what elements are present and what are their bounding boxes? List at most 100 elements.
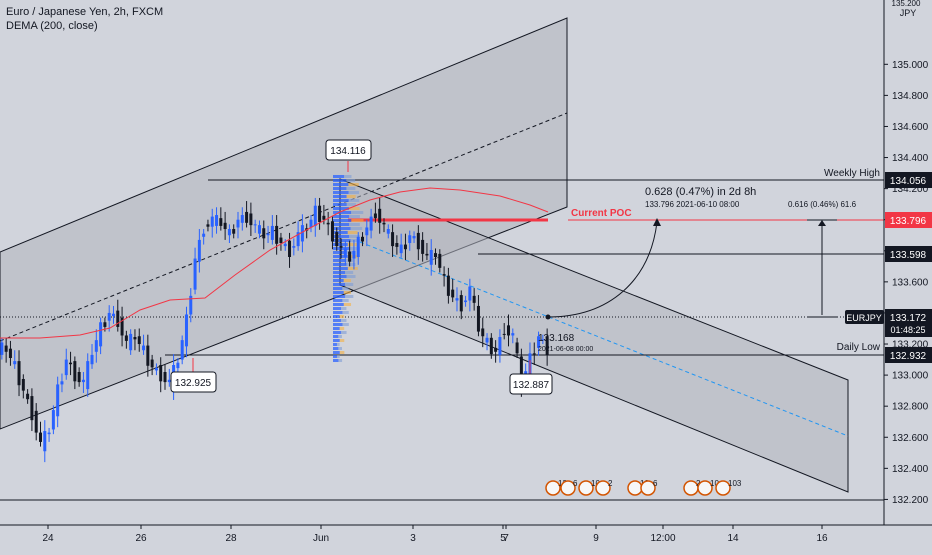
price-tick-label: 133.000: [892, 371, 929, 382]
candle-body: [189, 295, 193, 315]
candle-body: [26, 393, 30, 400]
high-callout-box: [325, 139, 372, 161]
price-tick-label: 134.400: [892, 153, 929, 164]
volume-profile-bar-part: [349, 247, 360, 250]
price-tick-label: 134.800: [892, 91, 929, 102]
candle-body: [283, 243, 287, 247]
poc-axis-label-bg: [885, 212, 932, 228]
volume-profile-bar: [333, 283, 346, 286]
candle-body: [515, 342, 519, 354]
candle-body: [438, 253, 442, 268]
price-axis-top-partial: 135.200: [892, 0, 921, 8]
candle-body: [300, 225, 304, 242]
volume-profile-bar: [333, 335, 339, 338]
time-axis[interactable]: [0, 525, 932, 550]
candle-body: [30, 396, 34, 421]
volume-profile-bar: [333, 299, 343, 302]
candle-body: [476, 305, 480, 332]
event-icon[interactable]: [640, 480, 656, 496]
time-tick-label: Jun: [313, 533, 329, 544]
time-tick-label: 14: [727, 533, 739, 544]
time-tick-label: 26: [135, 533, 147, 544]
candle-body: [154, 368, 158, 371]
volume-profile-bar-part: [341, 319, 347, 322]
volume-profile-bar: [333, 291, 344, 294]
volume-profile-bar-part: [346, 203, 356, 206]
projection-arrow: [547, 221, 658, 318]
candle-body: [43, 431, 47, 452]
weekly-high-label: Weekly High: [824, 168, 880, 179]
event-icon[interactable]: [545, 480, 561, 496]
indicator-title: DEMA (200, close): [6, 20, 98, 32]
candle-body: [240, 215, 244, 223]
candle-body: [262, 228, 266, 239]
volume-profile-bar-part: [351, 219, 364, 222]
volume-profile-bar: [333, 267, 348, 270]
event-icon[interactable]: [560, 480, 576, 496]
event-icon[interactable]: [595, 480, 611, 496]
price-axis-currency: JPY: [900, 8, 917, 18]
candle-body: [318, 205, 322, 223]
candle-body: [275, 225, 279, 244]
volume-profile-bar-part: [347, 231, 358, 234]
volume-profile-bar: [333, 303, 344, 306]
candle-body: [103, 322, 107, 327]
event-count: 2: [696, 479, 701, 488]
candle-body: [386, 229, 390, 234]
candle-body: [197, 239, 201, 262]
candle-body: [455, 298, 459, 301]
candle-body: [545, 336, 549, 355]
volume-profile-bar: [333, 231, 348, 234]
candle-body: [313, 205, 317, 226]
candle-body: [326, 222, 330, 225]
volume-profile-bar: [333, 311, 343, 314]
volume-profile-bar: [333, 215, 350, 218]
volume-profile-bar: [333, 275, 347, 278]
volume-profile-bar: [333, 191, 349, 194]
volume-profile-bar: [333, 323, 343, 326]
volume-profile-bar: [333, 343, 337, 346]
candle-body: [429, 250, 433, 265]
volume-profile: [333, 175, 364, 362]
event-icon[interactable]: [697, 480, 713, 496]
volume-profile-bar-part: [348, 191, 360, 194]
event-count: 10: [591, 479, 600, 488]
event-icon[interactable]: [715, 480, 731, 496]
candle-body: [107, 312, 111, 321]
volume-profile-bar: [333, 175, 345, 178]
volume-profile-bar: [333, 331, 342, 334]
volume-profile-bar-part: [339, 327, 345, 330]
volume-profile-bar: [333, 235, 350, 238]
price-axis[interactable]: [884, 0, 932, 525]
candle-body: [361, 236, 365, 242]
volume-profile-bar: [333, 179, 347, 182]
candle-body: [511, 333, 515, 336]
candle-body: [94, 340, 98, 352]
candle-body: [416, 232, 420, 250]
candle-body: [339, 246, 343, 248]
ascending-channel[interactable]: [0, 17, 568, 430]
candle-body: [219, 218, 223, 226]
candle-body: [537, 336, 541, 348]
volume-profile-bar: [333, 351, 340, 354]
volume-profile-bar: [333, 263, 347, 266]
measure-headline: 0.628 (0.47%) in 2d 8h: [645, 186, 756, 198]
dema-line: [0, 187, 549, 339]
candle-body: [159, 364, 163, 382]
time-tick-label: 5: [500, 533, 506, 544]
countdown-label: 01:48:25: [890, 325, 925, 335]
event-icon[interactable]: [578, 480, 594, 496]
price-tick-label: 133.200: [892, 340, 929, 351]
candle-body: [532, 353, 536, 355]
economic-events[interactable]: 136102106210103: [545, 479, 742, 496]
projection-line: [359, 241, 849, 437]
candle-body: [47, 432, 51, 435]
poc-label: Current POC: [571, 208, 632, 219]
volume-profile-bar-part: [336, 343, 340, 346]
volume-profile-bar-part: [346, 263, 356, 266]
candle-body: [343, 248, 347, 257]
volume-profile-bar-part: [348, 207, 360, 210]
candle-body: [292, 246, 296, 248]
volume-profile-bar: [333, 315, 340, 318]
